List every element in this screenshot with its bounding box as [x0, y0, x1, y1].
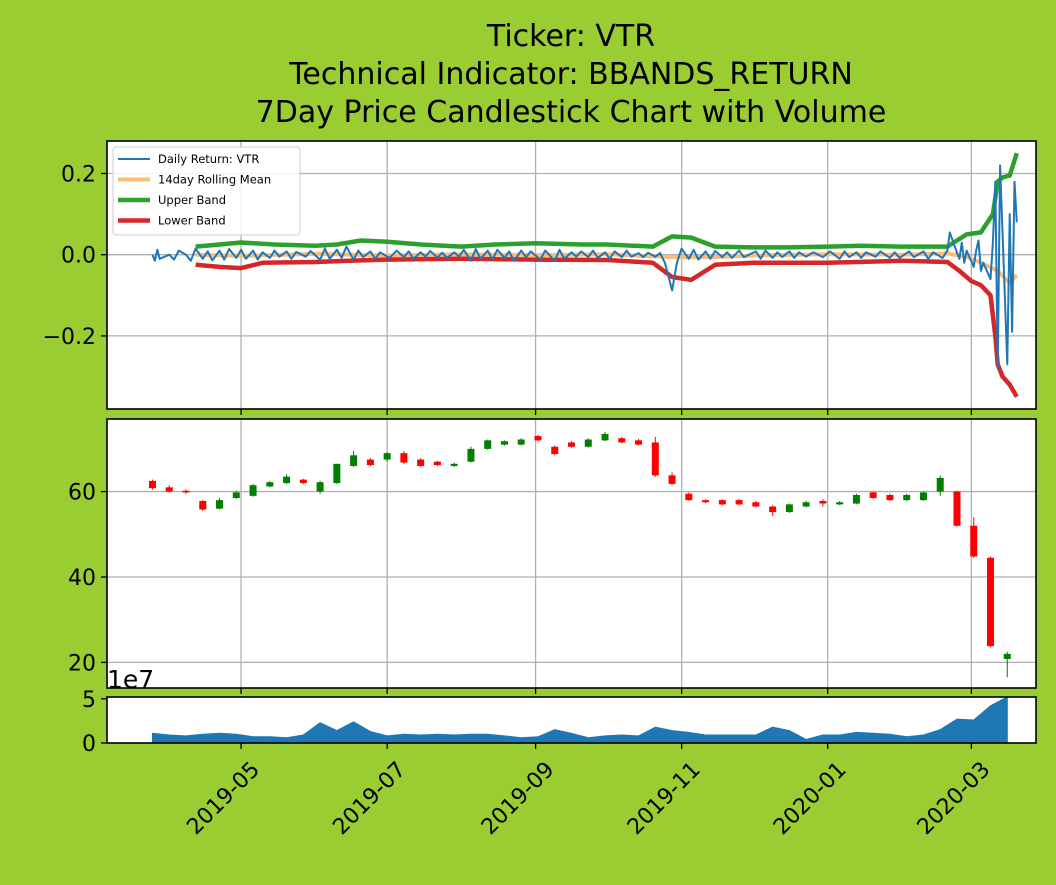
y-tick-label: 0: [82, 732, 96, 757]
y-tick-label: 40: [68, 566, 96, 591]
candle-body: [852, 495, 860, 504]
candle-body: [249, 485, 257, 496]
candle-body: [148, 480, 156, 489]
candlestick-panel-background: [107, 419, 1036, 688]
candle-body: [283, 476, 291, 484]
x-tick-label: 2019-11: [623, 757, 706, 840]
candle-body: [433, 461, 441, 466]
candle-body: [752, 502, 760, 507]
candle-body: [735, 500, 743, 505]
candlesticks: [148, 431, 1011, 678]
candle-body: [232, 492, 240, 498]
candle-body: [350, 455, 358, 466]
indicator-panel-frame: [106, 140, 1037, 410]
candle-body: [400, 453, 408, 463]
candle-body: [199, 500, 207, 510]
candle-body: [668, 475, 676, 484]
candle-body: [584, 439, 592, 447]
candle-body: [618, 438, 626, 443]
candle-body: [500, 441, 508, 445]
x-tick-label: 2020-01: [769, 757, 852, 840]
chart-title-line1: Ticker: VTR: [486, 19, 655, 54]
legend-box: [112, 146, 301, 236]
candle-body: [919, 492, 927, 501]
candle-body: [953, 491, 961, 526]
y-tick-label: 60: [68, 481, 96, 506]
candlestick-panel-frame: [106, 418, 1037, 689]
chart-title-line2: Technical Indicator: BBANDS_RETURN: [288, 57, 853, 92]
candle-body: [299, 479, 307, 484]
candle-body: [216, 500, 224, 509]
candle-body: [685, 493, 693, 501]
candle-body: [987, 557, 995, 647]
indicator-lines: [151, 152, 1019, 398]
candle-body: [316, 482, 324, 492]
candle-body: [651, 442, 659, 476]
chart-title-line3: 7Day Price Candlestick Chart with Volume: [256, 95, 887, 130]
candle-body: [869, 492, 877, 498]
x-tick-label: 2019-09: [477, 757, 560, 840]
candle-body: [165, 487, 173, 492]
volume-offset-label: 1e7: [107, 665, 154, 694]
candle-body: [182, 490, 190, 493]
candle-body: [903, 495, 911, 501]
candle-body: [802, 502, 810, 507]
candle-body: [417, 459, 425, 466]
series-line-upper-band: [195, 152, 1019, 250]
candle-body: [467, 448, 475, 462]
candle-body: [702, 500, 710, 503]
candle-body: [769, 506, 777, 513]
candle-body: [568, 442, 575, 447]
volume-panel-frame: [106, 696, 1037, 744]
candle-body: [366, 459, 374, 466]
legend-label: 14day Rolling Mean: [158, 173, 271, 187]
y-tick-label: 20: [68, 651, 96, 676]
candle-body: [936, 477, 944, 492]
candle-body: [534, 436, 542, 441]
legend-label: Lower Band: [158, 214, 226, 228]
y-tick-label: 0.0: [61, 244, 96, 269]
y-tick-label: 0.2: [61, 162, 96, 187]
candle-body: [517, 439, 525, 445]
y-tick-label: 5: [82, 688, 96, 713]
legend-label: Upper Band: [158, 193, 226, 207]
candle-body: [970, 525, 978, 557]
candle-body: [836, 502, 844, 505]
candle-body: [484, 440, 492, 449]
candle-body: [785, 504, 793, 513]
candle-body: [718, 500, 726, 505]
legend-label: Daily Return: VTR: [158, 152, 259, 166]
y-tick-label: −0.2: [43, 325, 96, 350]
series-line-lower-band: [195, 256, 1019, 398]
legend: Daily Return: VTR 14day Rolling Mean Upper…: [112, 146, 301, 236]
x-tick-label: 2019-07: [328, 757, 411, 840]
candle-body: [266, 482, 274, 487]
volume-area: [152, 696, 1008, 744]
candle-body: [886, 495, 894, 501]
series-line-daily-return-vtr: [151, 164, 1018, 370]
candle-body: [601, 433, 609, 441]
volume-area-fill: [152, 696, 1008, 744]
candle-body: [333, 463, 341, 484]
x-tick-label: 2020-03: [913, 757, 996, 840]
candle-body: [551, 446, 559, 455]
candle-body: [383, 453, 391, 460]
candle-body: [635, 440, 643, 445]
candle-body: [1003, 653, 1011, 659]
x-tick-label: 2019-05: [182, 757, 265, 840]
candle-body: [819, 500, 827, 504]
candle-body: [450, 463, 458, 466]
